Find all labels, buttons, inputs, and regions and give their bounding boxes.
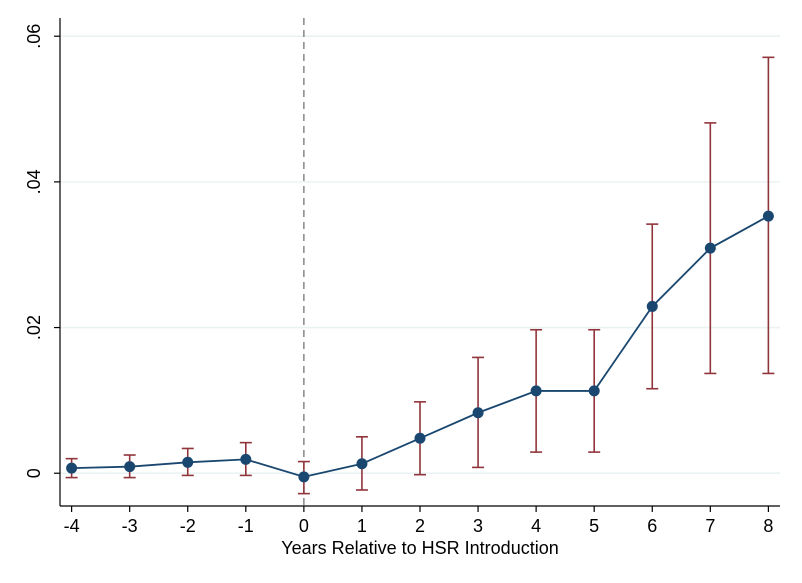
x-tick-label: 1 <box>357 516 367 536</box>
y-tick-label: .06 <box>24 24 44 49</box>
data-point <box>762 210 774 222</box>
x-tick-label: -3 <box>122 516 138 536</box>
data-point <box>530 385 542 397</box>
data-point <box>472 407 484 419</box>
data-point <box>356 458 368 470</box>
x-tick-label: -2 <box>180 516 196 536</box>
data-points <box>66 210 774 483</box>
y-tick-label: .02 <box>24 315 44 340</box>
axes <box>54 18 780 512</box>
x-tick-label: -4 <box>64 516 80 536</box>
y-tick-label: 0 <box>24 468 44 478</box>
x-tick-label: 2 <box>415 516 425 536</box>
x-tick-label: 4 <box>531 516 541 536</box>
y-tick-label: .04 <box>24 169 44 194</box>
data-point <box>298 471 310 483</box>
x-tick-label: 7 <box>705 516 715 536</box>
x-tick-label: -1 <box>238 516 254 536</box>
data-point <box>182 456 194 468</box>
x-tick-label: 8 <box>763 516 773 536</box>
data-point <box>704 242 716 254</box>
x-tick-label: 3 <box>473 516 483 536</box>
data-point <box>414 432 426 444</box>
confidence-intervals <box>65 56 775 495</box>
x-axis-title: Years Relative to HSR Introduction <box>281 538 558 558</box>
tick-labels: 0 .02 .04 .06 -4 -3 -2 -1 0 1 2 3 4 5 6 7 8 <box>24 24 773 536</box>
x-tick-label: 5 <box>589 516 599 536</box>
data-point <box>588 385 600 397</box>
data-point <box>240 453 252 465</box>
x-tick-label: 6 <box>647 516 657 536</box>
data-point <box>646 300 658 312</box>
data-point <box>66 462 78 474</box>
x-tick-label: 0 <box>299 516 309 536</box>
data-point <box>124 461 136 473</box>
